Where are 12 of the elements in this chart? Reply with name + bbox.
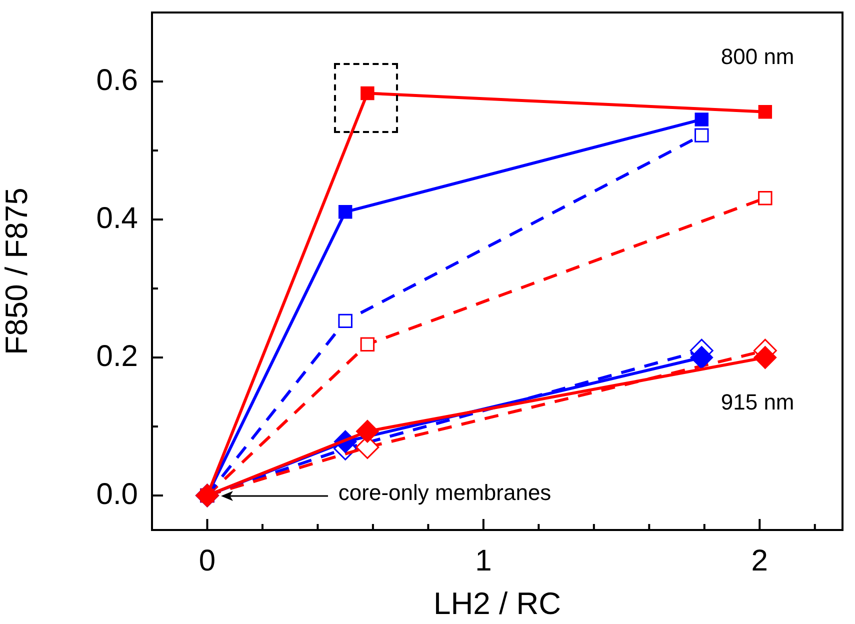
y-tick-label: 0.2 <box>96 340 138 373</box>
annotation: 800 nm <box>720 44 794 70</box>
y-tick-label: 0.4 <box>96 202 138 235</box>
y-tick-label: 0.6 <box>96 64 138 97</box>
y-axis-title: F850 / F875 <box>0 188 34 355</box>
annotation: 915 nm <box>720 389 794 414</box>
x-axis-title: LH2 / RC <box>434 586 561 621</box>
annotation: core-only membranes <box>338 480 552 505</box>
x-tick-label: 0 <box>198 544 216 578</box>
x-tick-label: 2 <box>751 544 768 578</box>
x-tick-label: 1 <box>475 544 492 578</box>
y-tick-label: 0.0 <box>96 478 138 511</box>
